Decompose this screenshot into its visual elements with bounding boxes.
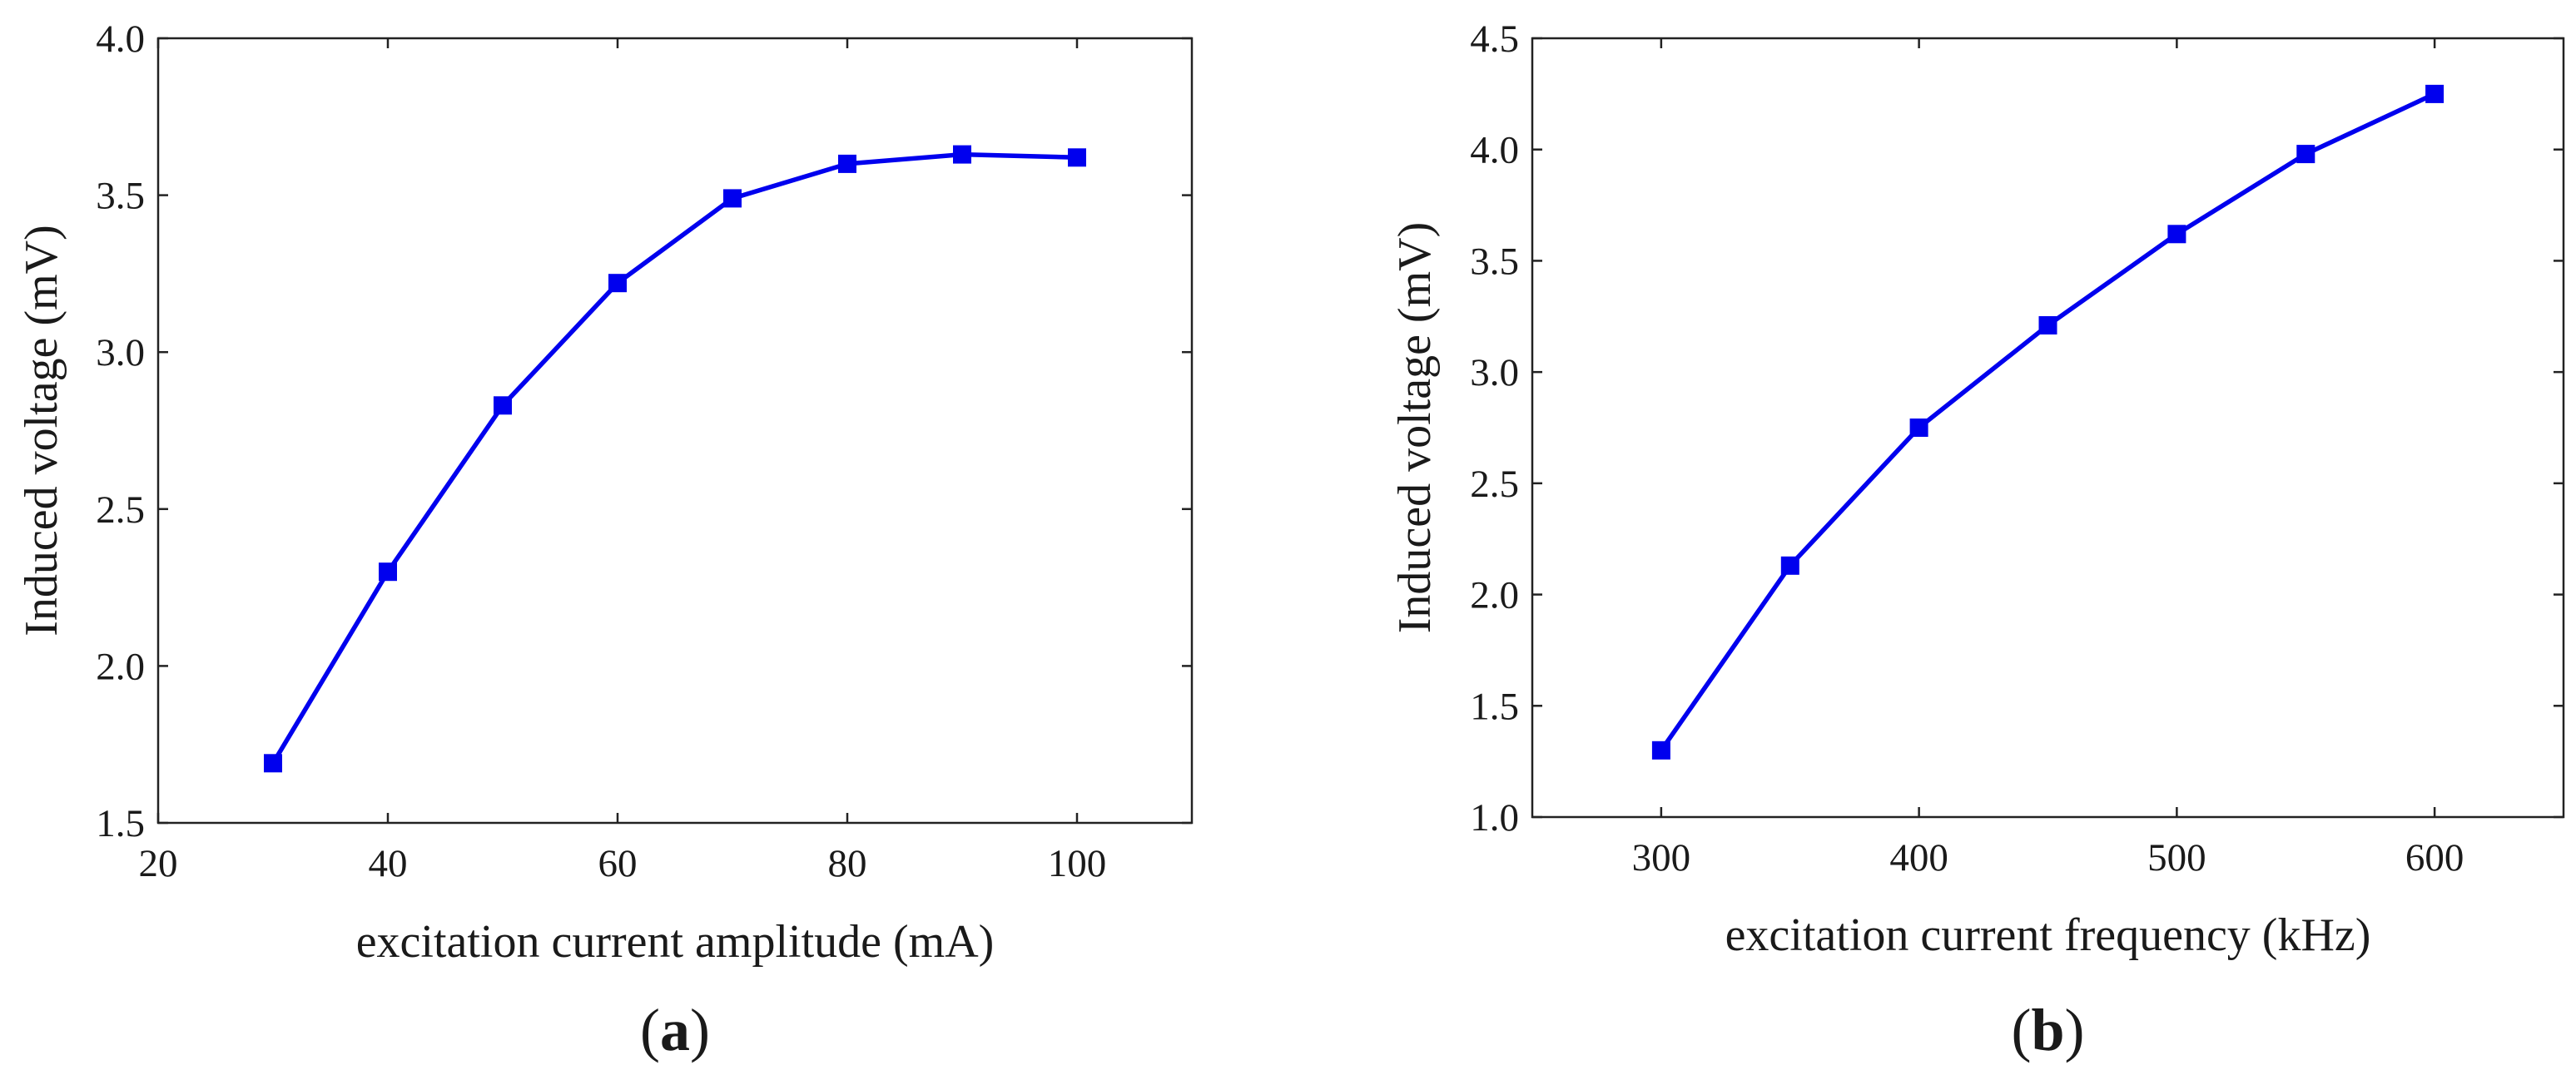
x-tick-label: 60: [598, 842, 638, 885]
y-tick-label: 2.0: [1470, 574, 1519, 617]
panel-label: (a): [640, 997, 710, 1063]
x-tick-label: 400: [1889, 836, 1948, 879]
data-point-marker: [2296, 145, 2315, 164]
panel-label-letter: b: [2031, 997, 2064, 1063]
data-point-marker: [379, 562, 397, 582]
y-axis-label: Induced voltage (mV): [1389, 222, 1441, 633]
x-tick-label: 40: [369, 842, 408, 885]
x-tick-label: 500: [2147, 836, 2206, 879]
x-tick-label: 300: [1632, 836, 1691, 879]
y-tick-label: 1.5: [96, 802, 145, 845]
panel-label-open: (: [2011, 997, 2031, 1063]
data-point-marker: [2425, 84, 2444, 103]
data-point-marker: [2038, 316, 2057, 334]
series-line: [1659, 92, 2437, 753]
data-point-marker: [838, 154, 856, 173]
data-point-marker: [723, 189, 742, 208]
y-tick-label: 2.5: [96, 488, 145, 532]
axes-frame: [1531, 37, 2565, 819]
x-tick-label: 100: [1048, 842, 1107, 885]
data-point-marker: [264, 754, 282, 773]
y-axis-label: Induced voltage (mV): [16, 225, 67, 636]
panel-label: (b): [2011, 997, 2084, 1063]
y-tick-label: 4.0: [96, 17, 145, 61]
x-tick-label: 20: [139, 842, 178, 885]
y-tick-label: 3.0: [1470, 351, 1519, 394]
y-tick-label: 3.5: [1470, 240, 1519, 283]
panel-label-open: (: [640, 997, 660, 1063]
panel-b: 300 400 500 600 1.0 1.5 2.0 2.5 3.0 3.5 4.0 4.5 exci…: [1389, 17, 2565, 1063]
data-point-marker: [1780, 556, 1799, 575]
x-tick-label: 600: [2405, 836, 2464, 879]
panel-a: 20 40 60 80 100 1.5 2.0 2.5 3.0 3.5 4.0 excitation …: [16, 17, 1194, 1063]
series-line: [271, 151, 1080, 766]
y-tick-label: 4.0: [1470, 129, 1519, 172]
y-tick-label: 1.5: [1470, 685, 1519, 728]
x-axis-label: excitation current amplitude (mA): [356, 916, 995, 968]
y-tick-label: 1.0: [1470, 796, 1519, 840]
y-tick-label: 2.0: [96, 645, 145, 688]
data-point-marker: [1068, 148, 1086, 167]
panel-label-letter: a: [660, 997, 690, 1063]
x-axis-label: excitation current frequency (kHz): [1725, 909, 2371, 961]
axes-frame: [156, 37, 1194, 825]
panel-label-close: ): [690, 997, 710, 1063]
y-tick-label: 3.0: [96, 331, 145, 374]
data-point-marker: [1651, 741, 1670, 760]
y-tick-label: 3.5: [96, 175, 145, 218]
x-tick-label: 80: [828, 842, 867, 885]
data-point-marker: [494, 396, 512, 415]
y-tick-label: 2.5: [1470, 463, 1519, 506]
data-point-marker: [1909, 419, 1928, 437]
panel-label-close: ): [2065, 997, 2085, 1063]
y-tick-label: 4.5: [1470, 17, 1519, 61]
data-point-marker: [953, 145, 971, 164]
data-point-marker: [608, 274, 627, 293]
data-point-marker: [2167, 225, 2186, 244]
